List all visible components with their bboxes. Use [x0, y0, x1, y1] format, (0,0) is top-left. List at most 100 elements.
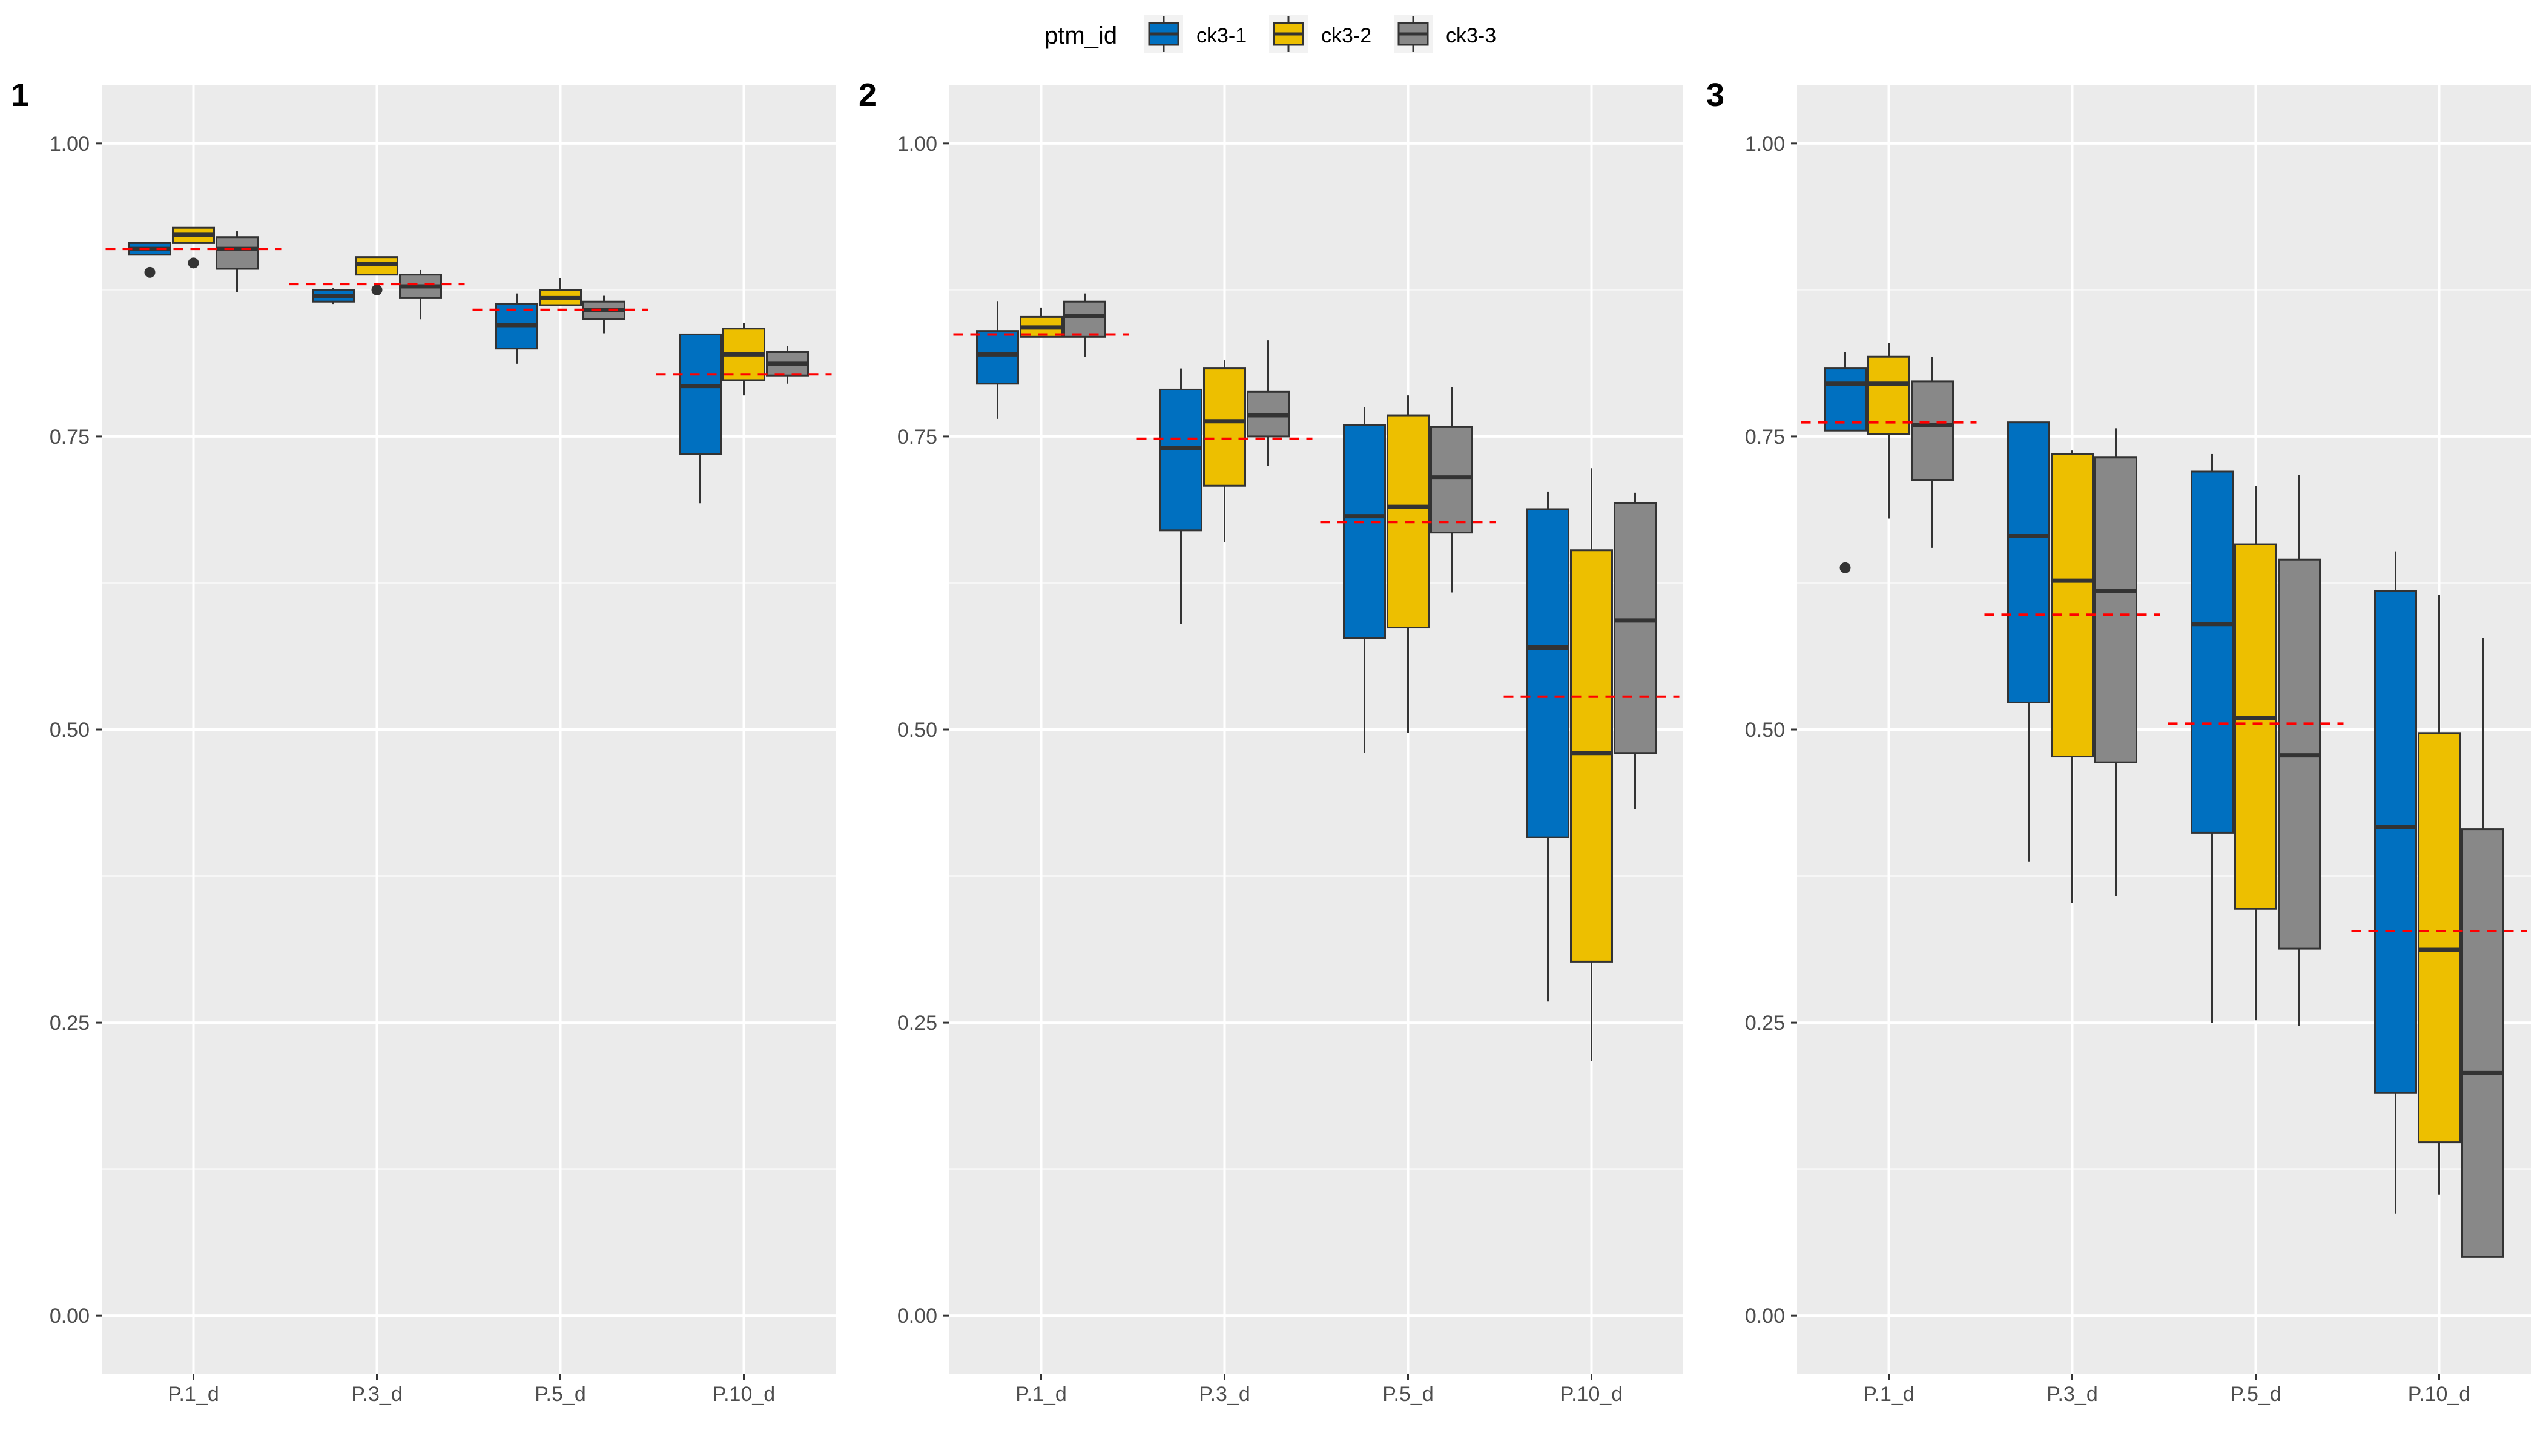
- x-tick-label: P.1_d: [168, 1383, 219, 1406]
- box-ck3-3-P.5_d: [2278, 475, 2321, 1026]
- box-body: [1526, 508, 1569, 838]
- panel-label: 1: [11, 77, 29, 113]
- legend-label: ck3-3: [1446, 24, 1496, 47]
- box-body: [679, 333, 722, 455]
- box-body: [2094, 456, 2137, 763]
- box-body: [2374, 590, 2417, 1094]
- x-tick-label: P.3_d: [2047, 1383, 2097, 1406]
- box-ck3-3-P.10_d: [1614, 492, 1657, 809]
- x-tick-label: P.1_d: [1015, 1383, 1066, 1406]
- y-tick-label: 0.00: [897, 1305, 937, 1328]
- panel-2: 0.00 0.25 0.50 0.75 1.00 P.1_d P.3_d P.5_d P.10_…: [859, 77, 1683, 1406]
- y-tick-label: 0.25: [897, 1012, 937, 1035]
- x-tick-label: P.10_d: [1560, 1383, 1623, 1406]
- panels: 0.00 0.25 0.50 0.75 1.00 P.1_d P.3_d P.5_d P.10_…: [11, 77, 2531, 1406]
- x-tick-label: P.3_d: [1199, 1383, 1250, 1406]
- legend: ptm_id ck3-1 ck3-2 ck3-3: [1044, 15, 1496, 53]
- box-ck3-2-P.3_d: [1203, 360, 1246, 542]
- box-body: [2191, 470, 2234, 834]
- panel-label: 3: [1706, 77, 1724, 113]
- box-ck3-1-P.10_d: [1526, 491, 1569, 1002]
- y-tick-label: 0.00: [1745, 1305, 1785, 1328]
- x-tick-label: P.5_d: [2230, 1383, 2281, 1406]
- y-tick-label: 0.50: [50, 719, 90, 742]
- box-body: [1203, 367, 1246, 487]
- box-ck3-2-P.10_d: [722, 323, 765, 396]
- box-ck3-1-P.3_d: [312, 287, 355, 305]
- x-tick-label: P.5_d: [1382, 1383, 1433, 1406]
- box-ck3-3-P.1_d: [1063, 293, 1106, 357]
- box-body: [2007, 421, 2050, 703]
- box-ck3-1-P.10_d: [679, 333, 722, 504]
- x-tick-label: P.1_d: [1863, 1383, 1914, 1406]
- box-ck3-1-P.5_d: [2191, 453, 2234, 1023]
- box-ck3-2-P.5_d: [2234, 486, 2277, 1021]
- box-body: [2418, 732, 2461, 1144]
- box-ck3-3-P.1_d: [216, 231, 259, 292]
- box-ck3-3-P.1_d: [1911, 357, 1954, 548]
- panel-1: 0.00 0.25 0.50 0.75 1.00 P.1_d P.3_d P.5_d P.10_…: [11, 77, 836, 1406]
- box-ck3-3-P.3_d: [2094, 428, 2137, 896]
- box-body: [976, 330, 1019, 385]
- box-body: [2461, 828, 2504, 1258]
- box-body: [2234, 543, 2277, 910]
- box-body: [1063, 300, 1106, 338]
- x-tick-label: P.10_d: [713, 1383, 775, 1406]
- box-body: [1159, 388, 1202, 532]
- y-tick-label: 0.75: [1745, 426, 1785, 449]
- box-ck3-3-P.3_d: [1247, 340, 1290, 466]
- panel-3: 0.00 0.25 0.50 0.75 1.00 P.1_d P.3_d P.5_d P.10_…: [1706, 77, 2531, 1406]
- box-body: [1824, 367, 1867, 432]
- box-ck3-2-P.3_d: [2051, 450, 2094, 903]
- panel-label: 2: [859, 77, 877, 113]
- box-body: [2051, 453, 2094, 758]
- box-ck3-1-P.1_d: [976, 301, 1019, 419]
- box-body: [1343, 424, 1386, 639]
- outlier-point: [371, 284, 383, 295]
- outlier-point: [144, 266, 156, 278]
- box-body: [1614, 502, 1657, 754]
- box-ck3-1-P.3_d: [2007, 421, 2050, 862]
- y-tick-label: 0.00: [50, 1305, 90, 1328]
- legend-label: ck3-2: [1321, 24, 1371, 47]
- legend-label: ck3-1: [1196, 24, 1247, 47]
- y-tick-label: 1.00: [1745, 133, 1785, 156]
- box-ck3-3-P.3_d: [399, 269, 442, 320]
- y-tick-label: 0.50: [1745, 719, 1785, 742]
- box-ck3-1-P.5_d: [495, 293, 538, 364]
- legend-entry-ck3-1: ck3-1: [1144, 15, 1247, 53]
- box-ck3-2-P.10_d: [2418, 595, 2461, 1195]
- box-body: [1430, 426, 1473, 534]
- outlier-point: [1839, 562, 1851, 573]
- box-ck3-1-P.10_d: [2374, 551, 2417, 1214]
- box-ck3-2-P.1_d: [1020, 307, 1063, 338]
- box-ck3-2-P.5_d: [539, 278, 582, 306]
- box-body: [1911, 380, 1954, 481]
- legend-entry-ck3-2: ck3-2: [1269, 15, 1371, 53]
- box-body: [216, 236, 259, 270]
- x-tick-label: P.5_d: [535, 1383, 585, 1406]
- y-tick-label: 0.25: [50, 1012, 90, 1035]
- box-ck3-3-P.10_d: [2461, 637, 2504, 1258]
- x-tick-label: P.10_d: [2408, 1383, 2470, 1406]
- box-ck3-2-P.10_d: [1570, 468, 1613, 1061]
- box-ck3-3-P.5_d: [582, 295, 625, 334]
- box-ck3-2-P.3_d: [355, 256, 398, 295]
- x-tick-label: P.3_d: [351, 1383, 402, 1406]
- box-ck3-3-P.10_d: [766, 346, 809, 384]
- outlier-point: [188, 257, 199, 269]
- box-body: [1570, 549, 1613, 963]
- box-ck3-2-P.1_d: [172, 226, 215, 269]
- box-ck3-1-P.5_d: [1343, 407, 1386, 753]
- legend-entry-ck3-3: ck3-3: [1394, 15, 1496, 53]
- y-tick-label: 0.75: [50, 426, 90, 449]
- y-tick-label: 0.25: [1745, 1012, 1785, 1035]
- y-tick-label: 0.50: [897, 719, 937, 742]
- box-ck3-1-P.3_d: [1159, 368, 1202, 624]
- y-tick-label: 1.00: [897, 133, 937, 156]
- legend-title: ptm_id: [1044, 22, 1117, 49]
- y-tick-label: 0.75: [897, 426, 937, 449]
- y-tick-label: 1.00: [50, 133, 90, 156]
